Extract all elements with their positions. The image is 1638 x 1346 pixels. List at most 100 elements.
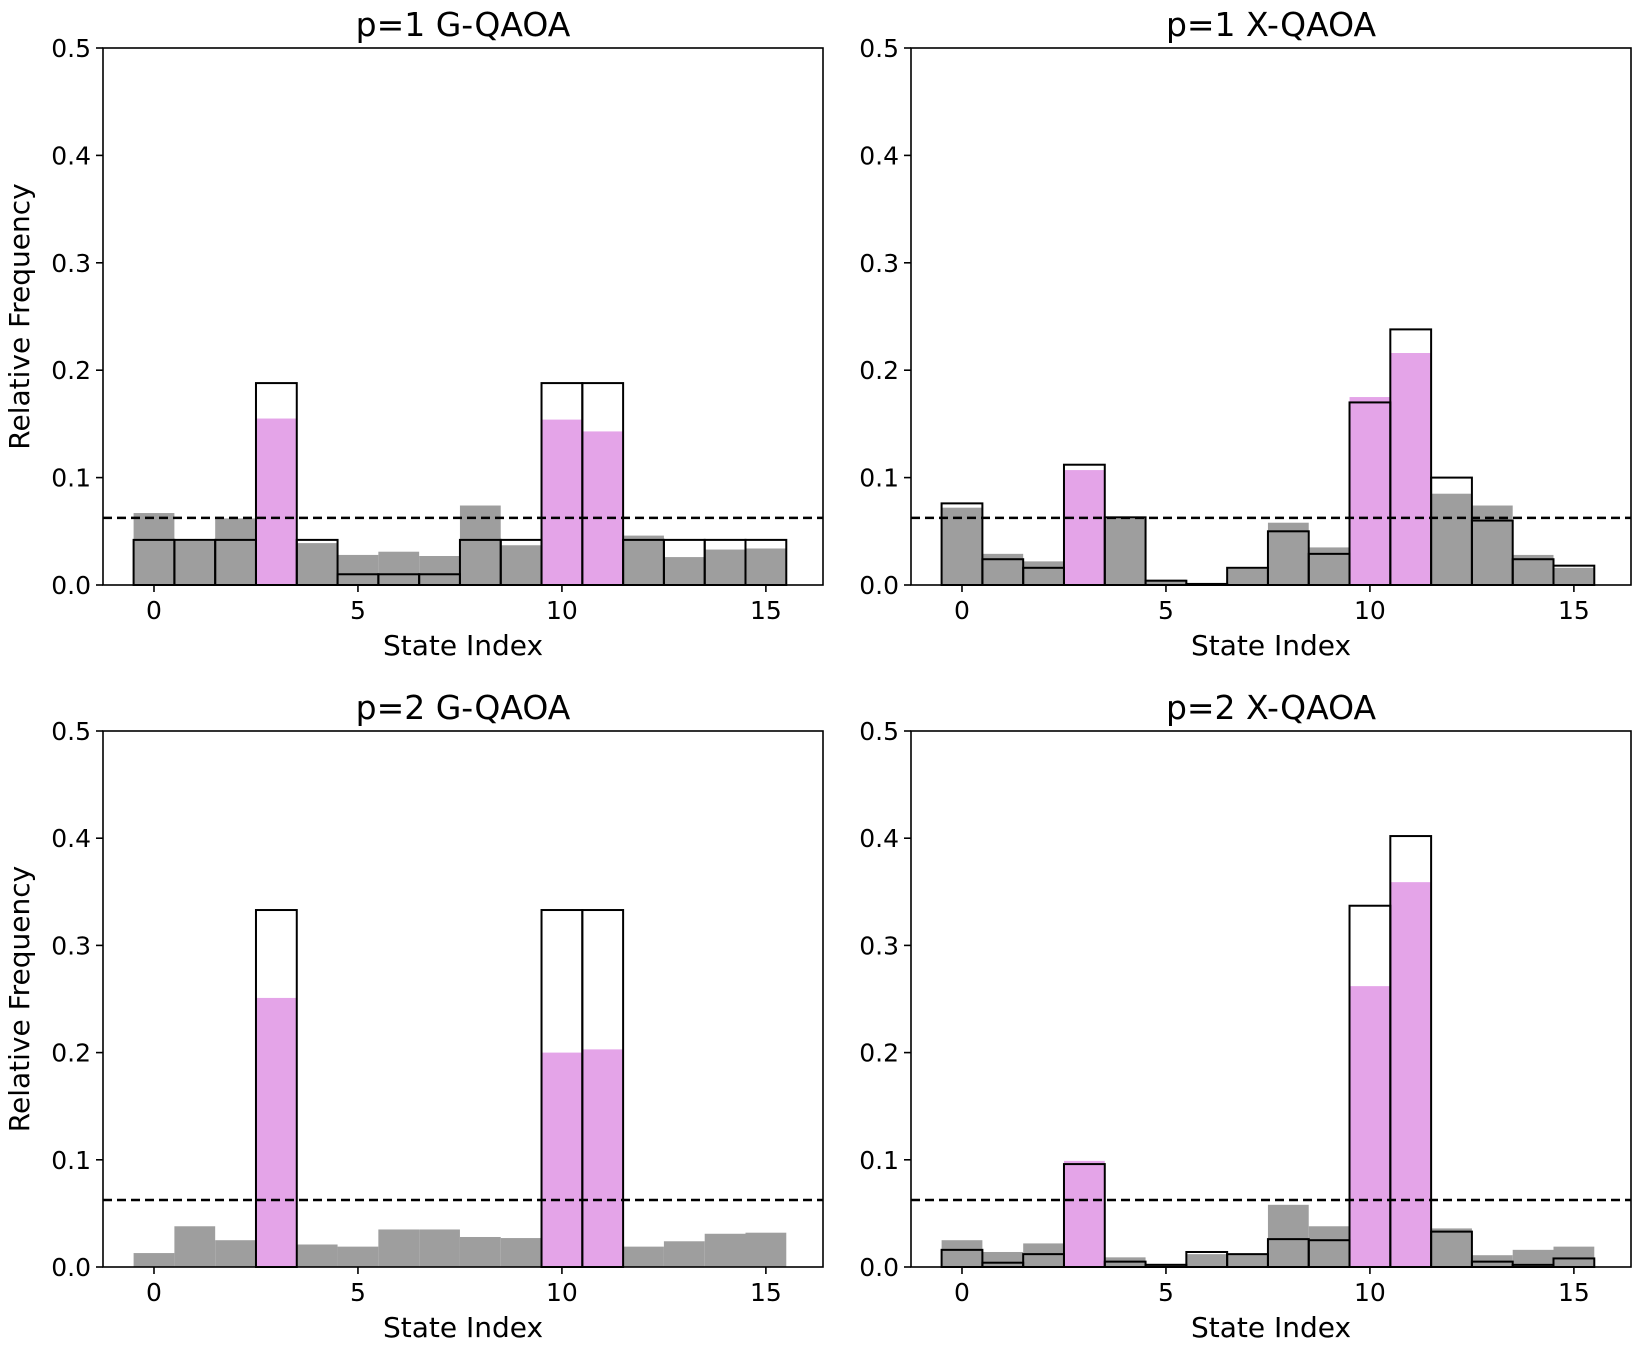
x-tick-label: 0 — [146, 596, 162, 625]
axes-frame — [910, 47, 1632, 586]
measured-bar-state-2 — [215, 1240, 256, 1267]
measured-bar-state-6 — [378, 551, 420, 585]
measured-bar-state-10 — [1349, 397, 1391, 585]
x-axis-label: State Index — [383, 629, 543, 662]
measured-bar-state-0 — [133, 1253, 175, 1267]
measured-bar-state-15 — [745, 1232, 787, 1267]
x-tick-label: 0 — [954, 1278, 970, 1307]
x-tick-label: 15 — [1558, 596, 1590, 625]
measured-bar-state-4 — [296, 1244, 338, 1267]
x-tick-label: 15 — [1558, 1278, 1590, 1307]
measured-bar-state-15 — [745, 548, 787, 585]
measured-bar-state-11 — [1390, 882, 1432, 1267]
measured-bar-state-12 — [1431, 1228, 1472, 1267]
chart-panel-3: 0.0 0.1 0.2 0.3 0.4 0.5 0 5 10 15 p=2 G-QAOA State … — [3, 688, 824, 1344]
y-tick-label: 0.4 — [859, 141, 899, 170]
measured-bar-state-0 — [941, 507, 983, 585]
chart-title: p=1 X-QAOA — [1166, 5, 1377, 44]
x-tick-label: 5 — [350, 1278, 366, 1307]
measured-bar-state-4 — [296, 543, 338, 585]
y-tick-label: 0.0 — [51, 1253, 91, 1282]
y-tick-label: 0.0 — [859, 1253, 899, 1282]
x-tick-label: 10 — [546, 1278, 578, 1307]
y-tick-label: 0.3 — [859, 249, 899, 278]
measured-bar-state-7 — [1227, 1254, 1268, 1267]
measured-bar-state-15 — [1553, 1246, 1595, 1267]
y-tick-label: 0.2 — [51, 356, 91, 385]
x-tick-label: 10 — [546, 596, 578, 625]
y-tick-label: 0.2 — [51, 1039, 91, 1068]
measured-bar-state-6 — [378, 1229, 420, 1267]
measured-bar-state-3 — [255, 997, 297, 1267]
measured-bar-state-5 — [337, 1246, 379, 1267]
measured-bar-state-12 — [1431, 493, 1472, 585]
x-tick-label: 10 — [1354, 1278, 1386, 1307]
measured-bar-state-8 — [459, 505, 501, 585]
measured-bar-state-0 — [941, 1240, 983, 1267]
measured-bar-state-7 — [419, 1229, 460, 1267]
measured-bar-state-8 — [1267, 522, 1309, 585]
y-tick-label: 0.1 — [51, 1146, 91, 1175]
chart-panel-4: 0.0 0.1 0.2 0.3 0.4 0.5 0 5 10 15 p=2 X-QAOA State … — [859, 688, 1632, 1344]
x-tick-label: 5 — [1158, 596, 1174, 625]
measured-bar-state-12 — [623, 535, 664, 585]
chart-title: p=1 G-QAOA — [356, 5, 571, 44]
y-tick-label: 0.1 — [51, 464, 91, 493]
measured-bar-state-3 — [1063, 470, 1105, 585]
y-tick-label: 0.4 — [51, 824, 91, 853]
y-axis-label: Relative Frequency — [3, 866, 36, 1132]
x-tick-label: 15 — [750, 1278, 782, 1307]
measured-bar-state-3 — [255, 418, 297, 585]
y-tick-label: 0.4 — [859, 824, 899, 853]
y-tick-label: 0.3 — [51, 249, 91, 278]
measured-bar-state-4 — [1104, 518, 1146, 585]
measured-bar-state-8 — [459, 1236, 501, 1267]
y-tick-label: 0.2 — [859, 356, 899, 385]
measured-bar-state-11 — [1390, 353, 1432, 585]
measured-bar-state-5 — [337, 554, 379, 585]
y-tick-label: 0.3 — [51, 931, 91, 960]
measured-bar-state-0 — [133, 513, 175, 585]
measured-bar-state-3 — [1063, 1160, 1105, 1267]
y-tick-label: 0.1 — [859, 464, 899, 493]
y-tick-label: 0.4 — [51, 141, 91, 170]
axes-frame — [102, 730, 824, 1268]
x-tick-label: 10 — [1354, 596, 1386, 625]
measured-bar-state-14 — [704, 549, 746, 585]
y-tick-label: 0.1 — [859, 1146, 899, 1175]
x-tick-label: 5 — [350, 596, 366, 625]
measured-bar-state-14 — [1512, 1249, 1554, 1267]
measured-bar-state-2 — [215, 518, 256, 585]
measured-bar-state-13 — [663, 557, 705, 585]
measured-bar-state-7 — [419, 556, 460, 585]
measured-bar-state-9 — [1308, 1226, 1350, 1267]
measured-bar-state-1 — [174, 540, 216, 585]
measured-bar-state-10 — [541, 1052, 583, 1267]
measured-bar-state-6 — [1186, 1254, 1228, 1267]
measured-bar-state-8 — [1267, 1204, 1309, 1267]
x-axis-label: State Index — [1191, 1311, 1351, 1344]
y-tick-label: 0.0 — [859, 571, 899, 600]
measured-bar-state-1 — [982, 1251, 1024, 1267]
y-tick-label: 0.5 — [859, 34, 899, 63]
measured-bar-state-7 — [1227, 568, 1268, 585]
y-tick-label: 0.5 — [51, 34, 91, 63]
y-tick-label: 0.5 — [51, 717, 91, 746]
measured-bar-state-10 — [1349, 986, 1391, 1267]
y-tick-label: 0.2 — [859, 1039, 899, 1068]
measured-bar-state-10 — [541, 419, 583, 585]
measured-bar-state-11 — [582, 431, 624, 585]
measured-bar-state-15 — [1553, 567, 1595, 585]
chart-panel-1: 0.0 0.1 0.2 0.3 0.4 0.5 0 5 10 15 p=1 G-QAOA State … — [3, 5, 824, 662]
x-tick-label: 0 — [954, 596, 970, 625]
x-axis-label: State Index — [383, 1311, 543, 1344]
measured-bar-state-2 — [1023, 1243, 1064, 1267]
chart-title: p=2 X-QAOA — [1166, 688, 1377, 727]
x-tick-label: 15 — [750, 596, 782, 625]
y-tick-label: 0.5 — [859, 717, 899, 746]
axes-frame — [910, 730, 1632, 1268]
measured-bar-state-2 — [1023, 561, 1064, 585]
chart-title: p=2 G-QAOA — [356, 688, 571, 727]
measured-bar-state-5 — [1145, 579, 1187, 585]
